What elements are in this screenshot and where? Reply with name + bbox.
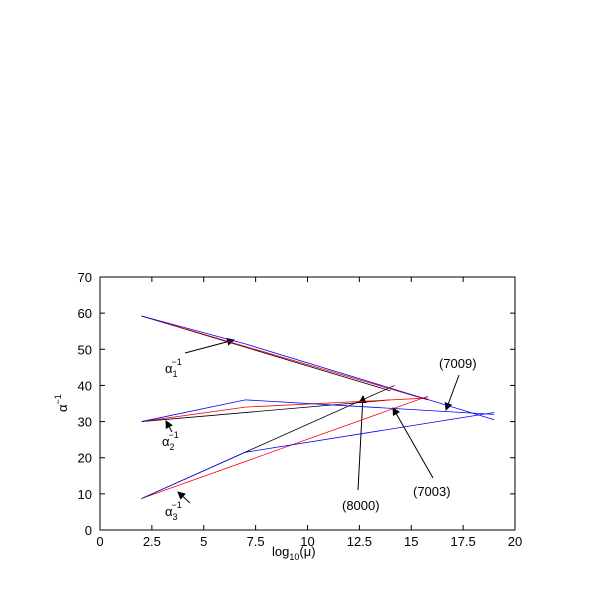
y-tick-label: 70 <box>78 270 92 285</box>
series-line <box>141 397 428 422</box>
series-line <box>141 315 428 401</box>
x-tick-label: 0 <box>96 534 103 549</box>
text-part: α <box>165 361 173 376</box>
y-tick-label: 20 <box>78 451 92 466</box>
label: α1 −1 <box>165 357 182 379</box>
label: log10(μ) <box>272 544 316 562</box>
text-part: 3 <box>173 512 178 522</box>
label: α3 −1 <box>165 500 182 522</box>
series-line <box>141 399 391 422</box>
x-tick-label: 10 <box>300 534 314 549</box>
text-part: −1 <box>53 394 63 404</box>
y-tick-label: 0 <box>85 523 92 538</box>
text-part: (7009) <box>439 356 477 371</box>
text-part: −1 <box>169 430 179 440</box>
text-part: α <box>162 434 170 449</box>
x-tick-label: 7.5 <box>247 534 265 549</box>
x-tick-label: 17.5 <box>450 534 475 549</box>
text-part: (7003) <box>413 484 451 499</box>
text-part: α <box>55 404 70 412</box>
series-line <box>141 395 428 499</box>
label: (7009) <box>439 356 477 371</box>
y-tick-label: 50 <box>78 342 92 357</box>
y-tick-label: 60 <box>78 306 92 321</box>
y-tick-label: 30 <box>78 415 92 430</box>
text-part: 2 <box>170 442 175 452</box>
y-tick-label: 40 <box>78 378 92 393</box>
series-line <box>141 399 495 422</box>
label: α−1 <box>53 394 70 412</box>
y-tick-label: 10 <box>78 487 92 502</box>
text-part: (μ) <box>299 544 315 559</box>
x-tick-label: 12.5 <box>347 534 372 549</box>
label: (7003) <box>413 484 451 499</box>
text-part: log <box>272 544 289 559</box>
label: α2 −1 <box>162 430 179 452</box>
series-line <box>141 315 495 421</box>
x-tick-label: 2.5 <box>143 534 161 549</box>
annotation-arrows <box>165 337 460 504</box>
text-part: α <box>165 504 173 519</box>
text-part: −1 <box>172 500 182 510</box>
x-tick-label: 20 <box>508 534 522 549</box>
text-part: (8000) <box>342 498 380 513</box>
label: (8000) <box>342 498 380 513</box>
text-part: −1 <box>172 357 182 367</box>
text-part: 1 <box>173 369 178 379</box>
text-part: 10 <box>289 552 299 562</box>
x-tick-label: 5 <box>200 534 207 549</box>
x-tick-label: 15 <box>404 534 418 549</box>
series-line <box>141 412 495 499</box>
